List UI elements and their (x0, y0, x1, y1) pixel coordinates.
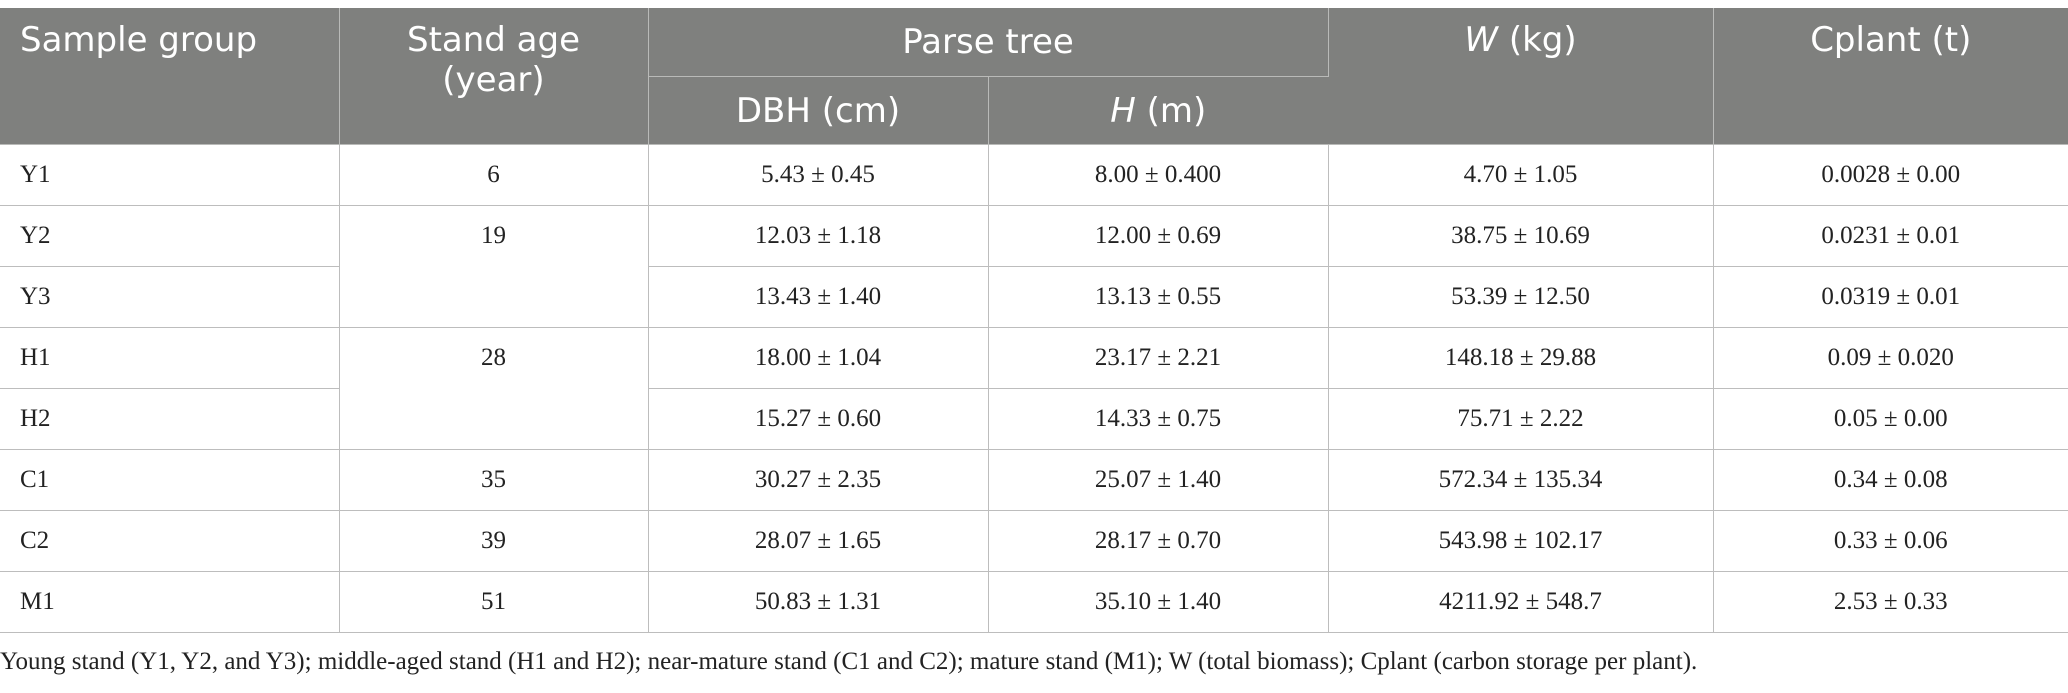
cell-w: 4211.92 ± 548.7 (1328, 571, 1714, 633)
cell-h: 23.17 ± 2.21 (988, 327, 1329, 389)
data-table: Sample group Stand age (year) Parse tree… (0, 8, 2068, 633)
cell-h: 8.00 ± 0.400 (988, 144, 1329, 206)
cell-age: 39 (339, 510, 649, 572)
cell-group: H2 (0, 388, 340, 450)
cell-w: 4.70 ± 1.05 (1328, 144, 1714, 206)
table-row: M1 51 50.83 ± 1.31 35.10 ± 1.40 4211.92 … (0, 571, 2068, 633)
table-row: Y3 13.43 ± 1.40 13.13 ± 0.55 53.39 ± 12.… (0, 266, 2068, 328)
cell-w: 543.98 ± 102.17 (1328, 510, 1714, 572)
cell-dbh: 15.27 ± 0.60 (648, 388, 989, 450)
cell-age: 51 (339, 571, 649, 633)
cell-w: 572.34 ± 135.34 (1328, 449, 1714, 511)
cell-dbh: 50.83 ± 1.31 (648, 571, 989, 633)
header-h-unit: (m) (1135, 90, 1207, 131)
cell-w: 75.71 ± 2.22 (1328, 388, 1714, 450)
cell-h: 12.00 ± 0.69 (988, 205, 1329, 267)
header-h-symbol: H (1110, 90, 1136, 131)
cell-group: C1 (0, 449, 340, 511)
cell-group: Y3 (0, 266, 340, 328)
cell-cplant: 0.0231 ± 0.01 (1713, 205, 2068, 267)
table-row: Y2 19 12.03 ± 1.18 12.00 ± 0.69 38.75 ± … (0, 205, 2068, 328)
cell-w: 53.39 ± 12.50 (1328, 266, 1714, 328)
cell-h: 14.33 ± 0.75 (988, 388, 1329, 450)
cell-dbh: 18.00 ± 1.04 (648, 327, 989, 389)
cell-dbh: 12.03 ± 1.18 (648, 205, 989, 267)
table-row: C2 39 28.07 ± 1.65 28.17 ± 0.70 543.98 ±… (0, 510, 2068, 572)
cell-group: C2 (0, 510, 340, 572)
cell-h: 28.17 ± 0.70 (988, 510, 1329, 572)
cell-dbh: 30.27 ± 2.35 (648, 449, 989, 511)
table-row: C1 35 30.27 ± 2.35 25.07 ± 1.40 572.34 ±… (0, 449, 2068, 511)
table-row: H1 28 18.00 ± 1.04 23.17 ± 2.21 148.18 ±… (0, 327, 2068, 450)
cell-age: 19 (339, 205, 649, 328)
table-body: Y1 6 5.43 ± 0.45 8.00 ± 0.400 4.70 ± 1.0… (0, 144, 2068, 633)
cell-cplant: 0.05 ± 0.00 (1713, 388, 2068, 450)
cell-cplant: 0.34 ± 0.08 (1713, 449, 2068, 511)
cell-w: 148.18 ± 29.88 (1328, 327, 1714, 389)
header-w-symbol: W (1464, 20, 1499, 60)
cell-group: H1 (0, 327, 340, 389)
cell-cplant: 0.0028 ± 0.00 (1713, 144, 2068, 206)
header-dbh: DBH (cm) (648, 76, 989, 145)
cell-cplant: 0.09 ± 0.020 (1713, 327, 2068, 389)
header-sample-group: Sample group (0, 8, 340, 145)
cell-h: 35.10 ± 1.40 (988, 571, 1329, 633)
cell-age: 35 (339, 449, 649, 511)
cell-dbh: 5.43 ± 0.45 (648, 144, 989, 206)
header-stand-age-label: Stand age (year) (406, 20, 581, 100)
cell-cplant: 0.0319 ± 0.01 (1713, 266, 2068, 328)
header-w: W (kg) (1328, 8, 1714, 145)
cell-h: 25.07 ± 1.40 (988, 449, 1329, 511)
cell-dbh: 13.43 ± 1.40 (648, 266, 989, 328)
cell-group: Y1 (0, 144, 340, 206)
table-row: Y1 6 5.43 ± 0.45 8.00 ± 0.400 4.70 ± 1.0… (0, 144, 2068, 206)
cell-age: 28 (339, 327, 649, 450)
cell-w: 38.75 ± 10.69 (1328, 205, 1714, 267)
header-parse-tree: Parse tree (648, 8, 1329, 77)
header-h: H (m) (988, 76, 1329, 145)
cell-group: M1 (0, 571, 340, 633)
table-row: H2 15.27 ± 0.60 14.33 ± 0.75 75.71 ± 2.2… (0, 388, 2068, 450)
cell-cplant: 0.33 ± 0.06 (1713, 510, 2068, 572)
table-footnote: Young stand (Y1, Y2, and Y3); middle-age… (0, 648, 1698, 675)
header-stand-age: Stand age (year) (339, 8, 649, 145)
cell-cplant: 2.53 ± 0.33 (1713, 571, 2068, 633)
header-w-unit: (kg) (1498, 20, 1577, 60)
cell-group: Y2 (0, 205, 340, 267)
table-header: Sample group Stand age (year) Parse tree… (0, 8, 2068, 145)
table-container: Sample group Stand age (year) Parse tree… (0, 8, 2068, 633)
cell-h: 13.13 ± 0.55 (988, 266, 1329, 328)
cell-dbh: 28.07 ± 1.65 (648, 510, 989, 572)
header-cplant: Cplant (t) (1713, 8, 2068, 145)
cell-age: 6 (339, 144, 649, 206)
